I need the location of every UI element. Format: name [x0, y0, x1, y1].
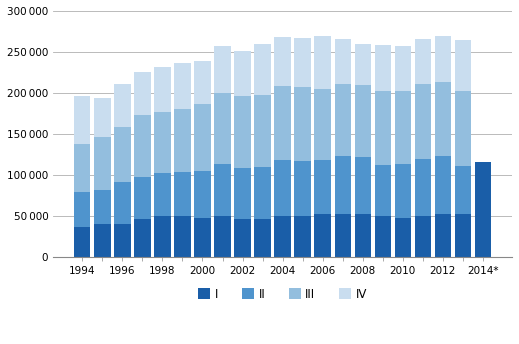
Bar — [394, 46, 411, 92]
Bar — [214, 93, 231, 164]
Bar — [194, 218, 211, 257]
Bar — [335, 214, 351, 257]
Bar — [134, 177, 151, 219]
Bar — [475, 162, 491, 257]
Bar — [415, 84, 431, 159]
Bar — [455, 166, 471, 214]
Bar — [154, 216, 171, 257]
Bar — [154, 112, 171, 173]
Bar — [94, 224, 111, 257]
Bar — [394, 164, 411, 218]
Bar — [74, 192, 90, 227]
Bar — [114, 127, 131, 182]
Bar — [214, 46, 231, 93]
Bar — [294, 161, 311, 216]
Bar — [335, 84, 351, 156]
Bar — [294, 216, 311, 257]
Bar — [415, 39, 431, 84]
Bar — [275, 216, 291, 257]
Bar — [294, 87, 311, 161]
Bar — [235, 51, 251, 96]
Bar — [375, 216, 391, 257]
Bar — [375, 165, 391, 216]
Bar — [194, 104, 211, 171]
Bar — [174, 172, 190, 216]
Bar — [354, 157, 371, 215]
Bar — [375, 92, 391, 165]
Bar — [174, 64, 190, 109]
Bar — [254, 44, 271, 96]
Bar — [194, 171, 211, 218]
Bar — [435, 156, 451, 214]
Bar — [114, 224, 131, 257]
Bar — [94, 190, 111, 224]
Bar — [235, 219, 251, 257]
Bar — [154, 67, 171, 112]
Bar — [214, 216, 231, 257]
Bar — [455, 214, 471, 257]
Bar — [254, 96, 271, 167]
Bar — [435, 214, 451, 257]
Bar — [335, 39, 351, 84]
Bar — [375, 45, 391, 92]
Bar — [94, 98, 111, 137]
Bar — [415, 159, 431, 216]
Bar — [94, 137, 111, 190]
Bar — [435, 35, 451, 82]
Bar — [354, 215, 371, 257]
Bar — [254, 218, 271, 257]
Bar — [134, 219, 151, 257]
Bar — [114, 84, 131, 127]
Bar — [455, 40, 471, 90]
Bar — [455, 90, 471, 166]
Bar — [254, 167, 271, 218]
Bar — [154, 173, 171, 216]
Bar — [394, 218, 411, 257]
Bar — [134, 115, 151, 177]
Bar — [74, 96, 90, 144]
Bar — [74, 227, 90, 257]
Bar — [354, 85, 371, 157]
Bar — [174, 109, 190, 172]
Bar — [394, 92, 411, 164]
Bar — [134, 73, 151, 115]
Bar — [235, 168, 251, 219]
Bar — [214, 164, 231, 216]
Bar — [74, 144, 90, 192]
Bar — [315, 160, 331, 215]
Bar — [415, 216, 431, 257]
Bar — [275, 86, 291, 160]
Bar — [194, 61, 211, 104]
Legend: I, II, III, IV: I, II, III, IV — [194, 283, 372, 305]
Bar — [174, 216, 190, 257]
Bar — [315, 35, 331, 89]
Bar — [435, 82, 451, 156]
Bar — [275, 160, 291, 216]
Bar — [235, 96, 251, 168]
Bar — [315, 89, 331, 160]
Bar — [275, 37, 291, 86]
Bar — [354, 44, 371, 85]
Bar — [335, 156, 351, 214]
Bar — [114, 182, 131, 224]
Bar — [294, 38, 311, 87]
Bar — [315, 215, 331, 257]
